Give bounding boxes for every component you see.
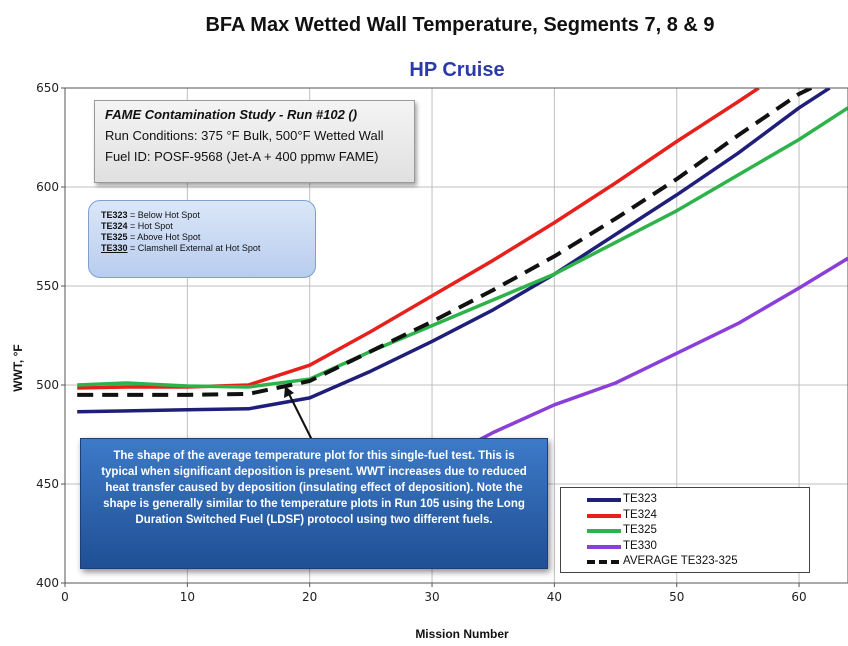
y-tick-label: 650 [36, 81, 59, 95]
legend: TE323 TE324 TE325 TE330 AVERAGE TE323-32… [560, 487, 810, 573]
key-item: TE330 = Clamshell External at Hot Spot [101, 243, 261, 253]
key-item: TE325 = Above Hot Spot [101, 232, 201, 242]
series-line-average-te323-325 [77, 88, 813, 397]
sensor-key-box: TE323 = Below Hot Spot TE324 = Hot Spot … [88, 200, 316, 278]
legend-item-te325: TE325 [587, 523, 809, 539]
tick-labels: 0 10 20 30 40 50 60 400 450 500 550 600 650 [36, 81, 807, 604]
legend-item-te330: TE330 [587, 539, 809, 555]
series-line-te330 [443, 256, 848, 460]
chart-title: BFA Max Wetted Wall Temperature, Segment… [205, 14, 714, 36]
y-tick-label: 600 [36, 180, 59, 194]
legend-item-average: AVERAGE TE323-325 [587, 554, 809, 570]
series-line-te323 [77, 88, 831, 414]
annotation-arrow [284, 386, 313, 441]
y-tick-label: 550 [36, 279, 59, 293]
y-tick-label: 500 [36, 378, 59, 392]
fuel-id: Fuel ID: POSF-9568 (Jet-A + 400 ppmw FAM… [105, 149, 379, 164]
x-tick-label: 30 [424, 590, 439, 604]
x-tick-label: 40 [547, 590, 562, 604]
run-info-heading: FAME Contamination Study - Run #102 () [105, 107, 358, 122]
y-tick-label: 400 [36, 576, 59, 590]
run-conditions: Run Conditions: 375 °F Bulk, 500°F Wette… [105, 128, 384, 143]
key-item: TE323 = Below Hot Spot [101, 210, 200, 220]
x-tick-label: 10 [180, 590, 195, 604]
annotation-note: The shape of the average temperature plo… [80, 438, 548, 569]
x-tick-label: 20 [302, 590, 317, 604]
x-tick-label: 50 [669, 590, 684, 604]
legend-item-te324: TE324 [587, 508, 809, 524]
y-axis-label: WWT, °F [11, 344, 25, 391]
series-group [77, 88, 848, 460]
legend-item-te323: TE323 [587, 492, 809, 508]
chart-subtitle: HP Cruise [409, 59, 504, 81]
plot-frame [64, 87, 848, 584]
series-line-te325 [77, 106, 848, 389]
x-axis-label: Mission Number [415, 627, 509, 641]
x-tick-label: 0 [61, 590, 69, 604]
run-info-box: FAME Contamination Study - Run #102 () R… [94, 100, 415, 183]
key-item: TE324 = Hot Spot [101, 221, 173, 231]
y-tick-label: 450 [36, 477, 59, 491]
x-tick-label: 60 [791, 590, 806, 604]
